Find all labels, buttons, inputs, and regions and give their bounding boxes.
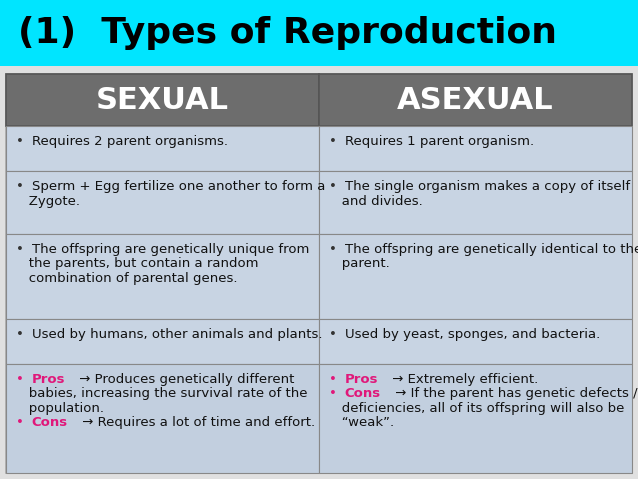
Text: and divides.: and divides. [329, 194, 423, 207]
Text: •: • [16, 135, 28, 148]
Bar [319, 234, 632, 319]
Text: •: • [16, 416, 28, 429]
Text: parent.: parent. [329, 257, 390, 270]
Text: •: • [329, 180, 341, 193]
Text: The offspring are genetically identical to the: The offspring are genetically identical … [345, 243, 638, 256]
Text: Pros: Pros [32, 373, 65, 386]
Bar [6, 171, 319, 234]
Text: ASEXUAL: ASEXUAL [397, 85, 554, 114]
Bar [319, 74, 632, 126]
Bar [319, 364, 632, 473]
Text: combination of parental genes.: combination of parental genes. [16, 272, 237, 285]
Text: → Extremely efficient.: → Extremely efficient. [388, 373, 538, 386]
Text: •: • [329, 243, 341, 256]
Text: The offspring are genetically unique from: The offspring are genetically unique fro… [32, 243, 309, 256]
Text: Used by yeast, sponges, and bacteria.: Used by yeast, sponges, and bacteria. [345, 328, 600, 341]
Text: •: • [16, 373, 28, 386]
Bar [6, 364, 319, 473]
Text: •: • [329, 328, 341, 341]
Text: The single organism makes a copy of itself: The single organism makes a copy of itse… [345, 180, 630, 193]
Text: population.: population. [16, 401, 104, 415]
Text: babies, increasing the survival rate of the: babies, increasing the survival rate of … [16, 387, 308, 400]
Text: •: • [16, 328, 28, 341]
Bar [319, 319, 632, 364]
Bar [6, 126, 319, 171]
Text: “weak”.: “weak”. [329, 416, 394, 429]
Text: SEXUAL: SEXUAL [96, 85, 229, 114]
Text: → If the parent has genetic defects /: → If the parent has genetic defects / [391, 387, 638, 400]
Text: Sperm + Egg fertilize one another to form a: Sperm + Egg fertilize one another to for… [32, 180, 325, 193]
Text: •: • [329, 135, 341, 148]
Bar [6, 74, 319, 126]
Text: Cons: Cons [345, 387, 381, 400]
Text: Cons: Cons [32, 416, 68, 429]
Text: •: • [329, 373, 341, 386]
Bar [319, 171, 632, 234]
Text: •: • [329, 387, 341, 400]
Text: Used by humans, other animals and plants.: Used by humans, other animals and plants… [32, 328, 322, 341]
Bar [319, 126, 632, 171]
Bar [6, 234, 319, 319]
Text: •: • [16, 243, 28, 256]
Text: the parents, but contain a random: the parents, but contain a random [16, 257, 258, 270]
Text: •: • [16, 180, 28, 193]
Text: → Produces genetically different: → Produces genetically different [75, 373, 294, 386]
Text: Zygote.: Zygote. [16, 194, 80, 207]
Text: Requires 1 parent organism.: Requires 1 parent organism. [345, 135, 534, 148]
Bar [6, 319, 319, 364]
Text: Requires 2 parent organisms.: Requires 2 parent organisms. [32, 135, 228, 148]
Text: → Requires a lot of time and effort.: → Requires a lot of time and effort. [78, 416, 315, 429]
Text: (1)  Types of Reproduction: (1) Types of Reproduction [18, 16, 557, 50]
Text: Pros: Pros [345, 373, 378, 386]
Bar [0, 0, 638, 66]
Text: deficiencies, all of its offspring will also be: deficiencies, all of its offspring will … [329, 401, 625, 415]
Bar [6, 74, 632, 473]
